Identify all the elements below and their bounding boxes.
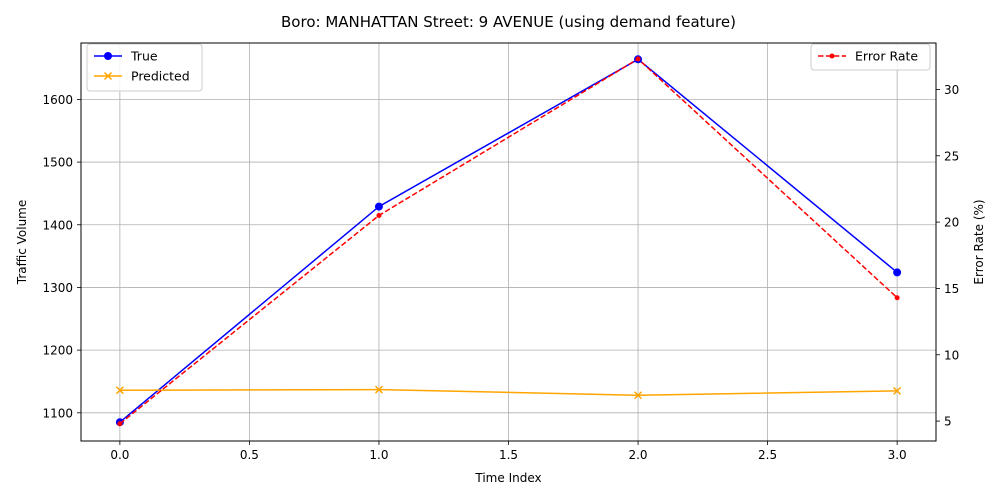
legend-predicted-label: Predicted <box>131 69 190 84</box>
point-predicted <box>893 386 902 395</box>
series-line-true <box>119 58 898 423</box>
legend-error-rate-marker <box>829 53 835 59</box>
grid-lines <box>81 43 936 441</box>
point-predicted <box>634 391 643 400</box>
point-true <box>893 268 902 277</box>
point-error-rate <box>635 56 641 62</box>
x-tick-label: 2.0 <box>628 448 647 462</box>
x-tick-label: 2.5 <box>758 448 777 462</box>
y2-tick-label: 10 <box>944 348 959 362</box>
x-tick-label: 3.0 <box>888 448 907 462</box>
x-tick-label: 1.0 <box>369 448 388 462</box>
series-layer <box>115 55 902 427</box>
point-error-rate <box>376 212 382 218</box>
legend-box <box>810 43 931 71</box>
y-tick-label: 1600 <box>42 93 73 107</box>
x-tick-label: 1.5 <box>499 448 518 462</box>
point-error-rate <box>117 421 123 427</box>
y-tick-label: 1500 <box>42 156 73 170</box>
y2-tick-label: 15 <box>944 282 959 296</box>
point-true <box>374 202 383 211</box>
point-predicted <box>115 386 124 395</box>
y2-tick-label: 20 <box>944 216 959 230</box>
legend-error-rate: Error Rate <box>810 43 931 71</box>
y-tick-label: 1200 <box>42 344 73 358</box>
y2-tick-label: 5 <box>944 415 952 429</box>
point-predicted <box>374 385 383 394</box>
axis-ticks: 0.0 0.5 1.0 1.5 2.0 2.5 3.0 1100 1200 1300 1400 150… <box>42 83 959 462</box>
y-tick-label: 1400 <box>42 218 73 232</box>
x-axis-label: Time Index <box>474 471 541 485</box>
point-error-rate <box>894 295 900 301</box>
x-tick-label: 0.5 <box>240 448 259 462</box>
y2-axis-label: Error Rate (%) <box>972 199 986 284</box>
x-tick-label: 0.0 <box>110 448 129 462</box>
y-tick-label: 1100 <box>42 406 73 420</box>
y2-tick-label: 30 <box>944 83 959 97</box>
y2-tick-label: 25 <box>944 149 959 163</box>
y-axis-label: Traffic Volume <box>15 200 29 286</box>
chart-title: Boro: MANHATTAN Street: 9 AVENUE (using … <box>281 13 736 31</box>
series-line-predicted <box>119 388 898 397</box>
legend-series-main: True Predicted <box>86 43 203 92</box>
legend-true-marker <box>104 52 112 60</box>
y-tick-label: 1300 <box>42 281 73 295</box>
legend-true-label: True <box>130 49 158 64</box>
legend-predicted-marker <box>103 71 113 81</box>
series-line-error-rate <box>119 57 898 425</box>
legend-error-rate-label: Error Rate <box>855 49 918 64</box>
